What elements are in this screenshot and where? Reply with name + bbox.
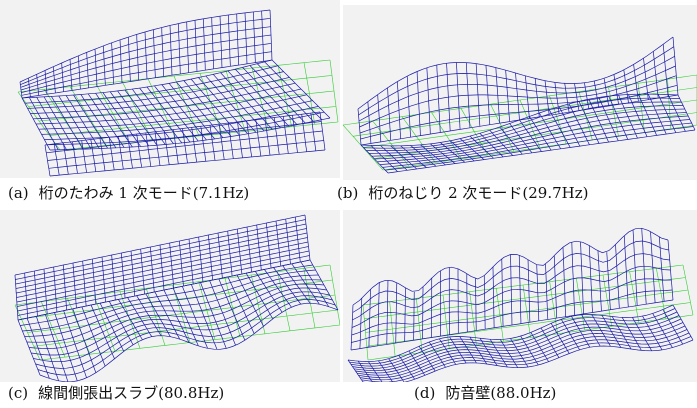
caption-tag-c: (c) (8, 384, 29, 402)
caption-text-c: 線間側張出スラブ(80.8Hz) (38, 384, 225, 402)
wall-mesh-c (14, 214, 311, 321)
mesh-plot-c (14, 214, 340, 382)
undeformed-deck-a (17, 59, 339, 151)
undeformed-deck-d (362, 264, 694, 361)
deck-mesh-c (17, 259, 339, 382)
mode-shape-panel-c (0, 210, 340, 382)
mode-shape-panel-d (343, 210, 697, 382)
caption-tag-b: (b) (337, 184, 359, 202)
barrier-mesh-d (350, 227, 674, 351)
mode-shape-panel-b (343, 5, 697, 180)
caption-b: (b) 桁のねじり 2 次モード(29.7Hz) (337, 184, 588, 202)
deck-mesh-b (360, 93, 696, 174)
mode-shape-panel-a (0, 0, 340, 178)
girder-mesh-a (44, 111, 326, 177)
wall-mesh-a (19, 9, 273, 99)
caption-tag-d: (d) (414, 384, 436, 402)
undeformed-deck-c (14, 264, 340, 361)
deck-mesh-d (347, 304, 694, 382)
mesh-plot-b (343, 36, 697, 174)
mesh-plot-d (347, 227, 694, 382)
caption-d: (d) 防音壁(88.0Hz) (414, 384, 556, 402)
mesh-plot-a (17, 9, 339, 177)
caption-a: (a) 桁のたわみ 1 次モード(7.1Hz) (8, 184, 249, 202)
caption-text-d: 防音壁(88.0Hz) (445, 384, 557, 402)
caption-c: (c) 線間側張出スラブ(80.8Hz) (8, 384, 224, 402)
caption-text-a: 桁のたわみ 1 次モード(7.1Hz) (38, 184, 250, 202)
caption-tag-a: (a) (8, 184, 29, 202)
caption-text-b: 桁のねじり 2 次モード(29.7Hz) (368, 184, 589, 202)
deck-mesh-a (21, 59, 331, 151)
